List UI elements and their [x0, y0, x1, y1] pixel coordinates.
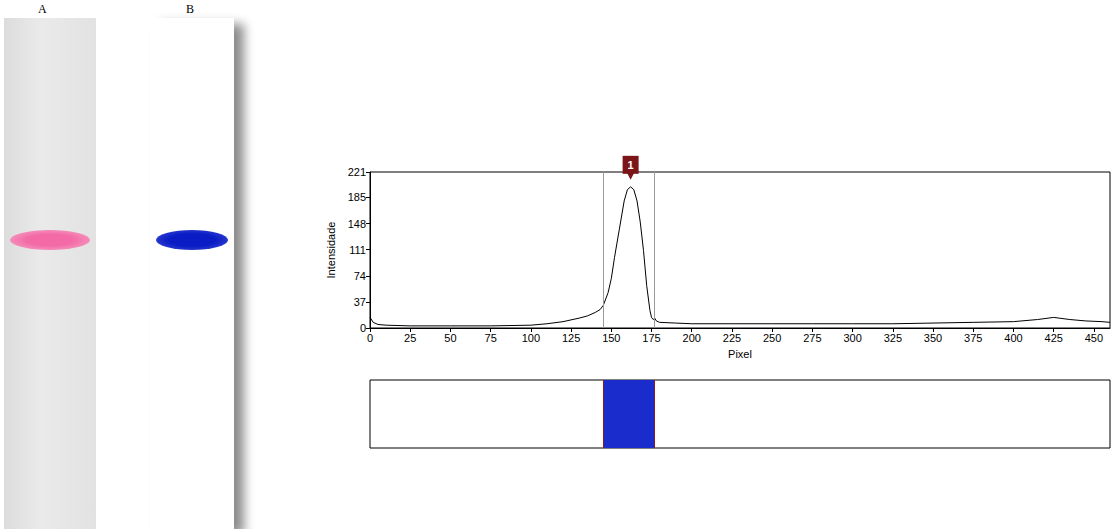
- svg-text:300: 300: [843, 332, 861, 344]
- svg-text:425: 425: [1045, 332, 1063, 344]
- svg-text:400: 400: [1004, 332, 1022, 344]
- svg-text:450: 450: [1085, 332, 1103, 344]
- svg-text:250: 250: [763, 332, 781, 344]
- svg-text:Pixel: Pixel: [728, 348, 752, 360]
- html-text:A: A: [38, 2, 47, 16]
- svg-text:0: 0: [367, 332, 373, 344]
- svg-text:375: 375: [964, 332, 982, 344]
- svg-text:148: 148: [348, 218, 366, 230]
- svg-text:325: 325: [884, 332, 902, 344]
- svg-text:185: 185: [348, 191, 366, 203]
- html-text:B: B: [186, 2, 194, 16]
- svg-text:50: 50: [444, 332, 456, 344]
- svg-text:221: 221: [348, 166, 366, 178]
- svg-text:200: 200: [683, 332, 701, 344]
- svg-text:75: 75: [485, 332, 497, 344]
- svg-text:125: 125: [562, 332, 580, 344]
- svg-text:150: 150: [602, 332, 620, 344]
- svg-text:175: 175: [642, 332, 660, 344]
- svg-text:25: 25: [404, 332, 416, 344]
- svg-text:100: 100: [522, 332, 540, 344]
- svg-text:275: 275: [803, 332, 821, 344]
- svg-text:111: 111: [349, 244, 366, 256]
- svg-text:1: 1: [628, 159, 634, 171]
- svg-text:350: 350: [924, 332, 942, 344]
- svg-text:74: 74: [354, 270, 366, 282]
- svg-text:225: 225: [723, 332, 741, 344]
- svg-text:Intensidade: Intensidade: [325, 222, 337, 279]
- svg-text:37: 37: [354, 296, 366, 308]
- svg-text:0: 0: [360, 322, 366, 334]
